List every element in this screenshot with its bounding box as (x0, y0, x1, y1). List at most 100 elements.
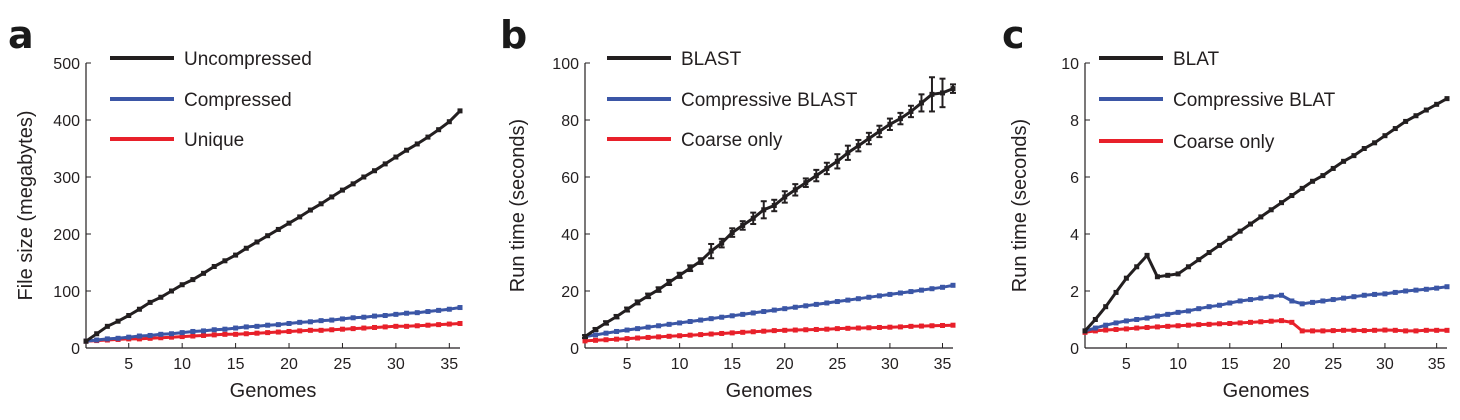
data-point (1154, 274, 1160, 280)
data-point (158, 294, 164, 300)
data-point (792, 304, 798, 310)
series-line (1083, 319, 1449, 334)
data-point (1279, 318, 1285, 324)
legend-label: BLAST (681, 49, 742, 70)
data-point (908, 323, 914, 329)
data-point (1289, 319, 1295, 325)
x-tick-label: 10 (671, 356, 689, 373)
data-point (1361, 292, 1367, 298)
data-point (436, 307, 442, 313)
data-point (771, 328, 777, 334)
data-point (897, 290, 903, 296)
data-point (1444, 327, 1450, 333)
data-point (297, 328, 303, 334)
x-tick-label: 30 (1376, 356, 1394, 373)
data-point (1423, 327, 1429, 333)
panel-letter: b (500, 13, 527, 57)
data-point (887, 291, 893, 297)
y-axis-label: Run time (seconds) (1009, 119, 1031, 292)
data-point (1268, 207, 1274, 213)
data-point (1175, 309, 1181, 315)
data-point (168, 288, 174, 294)
data-point (446, 306, 452, 312)
data-point (677, 320, 683, 326)
data-point (1320, 173, 1326, 179)
data-point (372, 168, 378, 174)
data-point (222, 326, 228, 332)
data-point (126, 334, 132, 340)
data-point (243, 245, 249, 251)
data-point (614, 336, 620, 342)
x-tick-label: 5 (1122, 356, 1131, 373)
y-tick-label: 10 (1061, 56, 1079, 73)
data-point (1413, 113, 1419, 119)
data-point (136, 333, 142, 339)
data-point (211, 327, 217, 333)
legend-label: Compressed (184, 90, 292, 111)
data-point (1268, 318, 1274, 324)
data-point (339, 316, 345, 322)
data-point (1144, 315, 1150, 321)
series-coarse-only (1082, 318, 1450, 335)
y-tick-label: 60 (561, 170, 579, 187)
data-point (1382, 327, 1388, 333)
data-point (393, 154, 399, 160)
x-axis-label: Genomes (726, 380, 813, 402)
data-point (275, 226, 281, 232)
x-tick-label: 5 (623, 356, 632, 373)
series-uncompressed (83, 108, 463, 344)
data-point (297, 214, 303, 220)
data-point (179, 330, 185, 336)
data-point (425, 309, 431, 315)
data-point (708, 316, 714, 322)
panel-b: b 0 20 40 60 80 100 5 10 15 20 25 30 35 Genomes Run tim… (500, 13, 956, 402)
data-point (414, 141, 420, 147)
x-tick-label: 10 (1169, 356, 1187, 373)
data-point (845, 297, 851, 303)
data-point (750, 329, 756, 335)
data-point (876, 293, 882, 299)
data-point (190, 277, 196, 283)
data-point (824, 326, 830, 332)
data-point (1227, 300, 1233, 306)
data-point (393, 311, 399, 317)
data-point (147, 332, 153, 338)
data-point (740, 329, 746, 335)
data-point (1299, 301, 1305, 307)
data-point (1258, 295, 1264, 301)
data-point (918, 287, 924, 293)
data-point (593, 332, 599, 338)
data-point (425, 322, 431, 328)
data-point (436, 127, 442, 133)
data-point (866, 294, 872, 300)
data-point (708, 331, 714, 337)
data-point (243, 331, 249, 337)
data-point (719, 330, 725, 336)
x-tick-label: 35 (934, 356, 952, 373)
data-point (404, 310, 410, 316)
data-point (1123, 318, 1129, 324)
data-point (318, 327, 324, 333)
data-point (265, 233, 271, 239)
data-point (275, 322, 281, 328)
data-point (265, 322, 271, 328)
data-point (1423, 286, 1429, 292)
data-point (771, 307, 777, 313)
x-tick-label: 25 (334, 356, 352, 373)
data-point (1206, 304, 1212, 310)
legend: Uncompressed Compressed Unique (110, 49, 312, 151)
data-point (361, 174, 367, 180)
data-point (1330, 165, 1336, 171)
data-point (929, 323, 935, 329)
x-tick-label: 15 (723, 356, 741, 373)
data-point (1392, 327, 1398, 333)
y-tick-label: 200 (53, 227, 80, 244)
data-point (329, 194, 335, 200)
data-point (222, 258, 228, 264)
data-point (1320, 298, 1326, 304)
data-point (222, 331, 228, 337)
data-point (233, 331, 239, 337)
data-point (950, 282, 956, 288)
data-point (1144, 324, 1150, 330)
